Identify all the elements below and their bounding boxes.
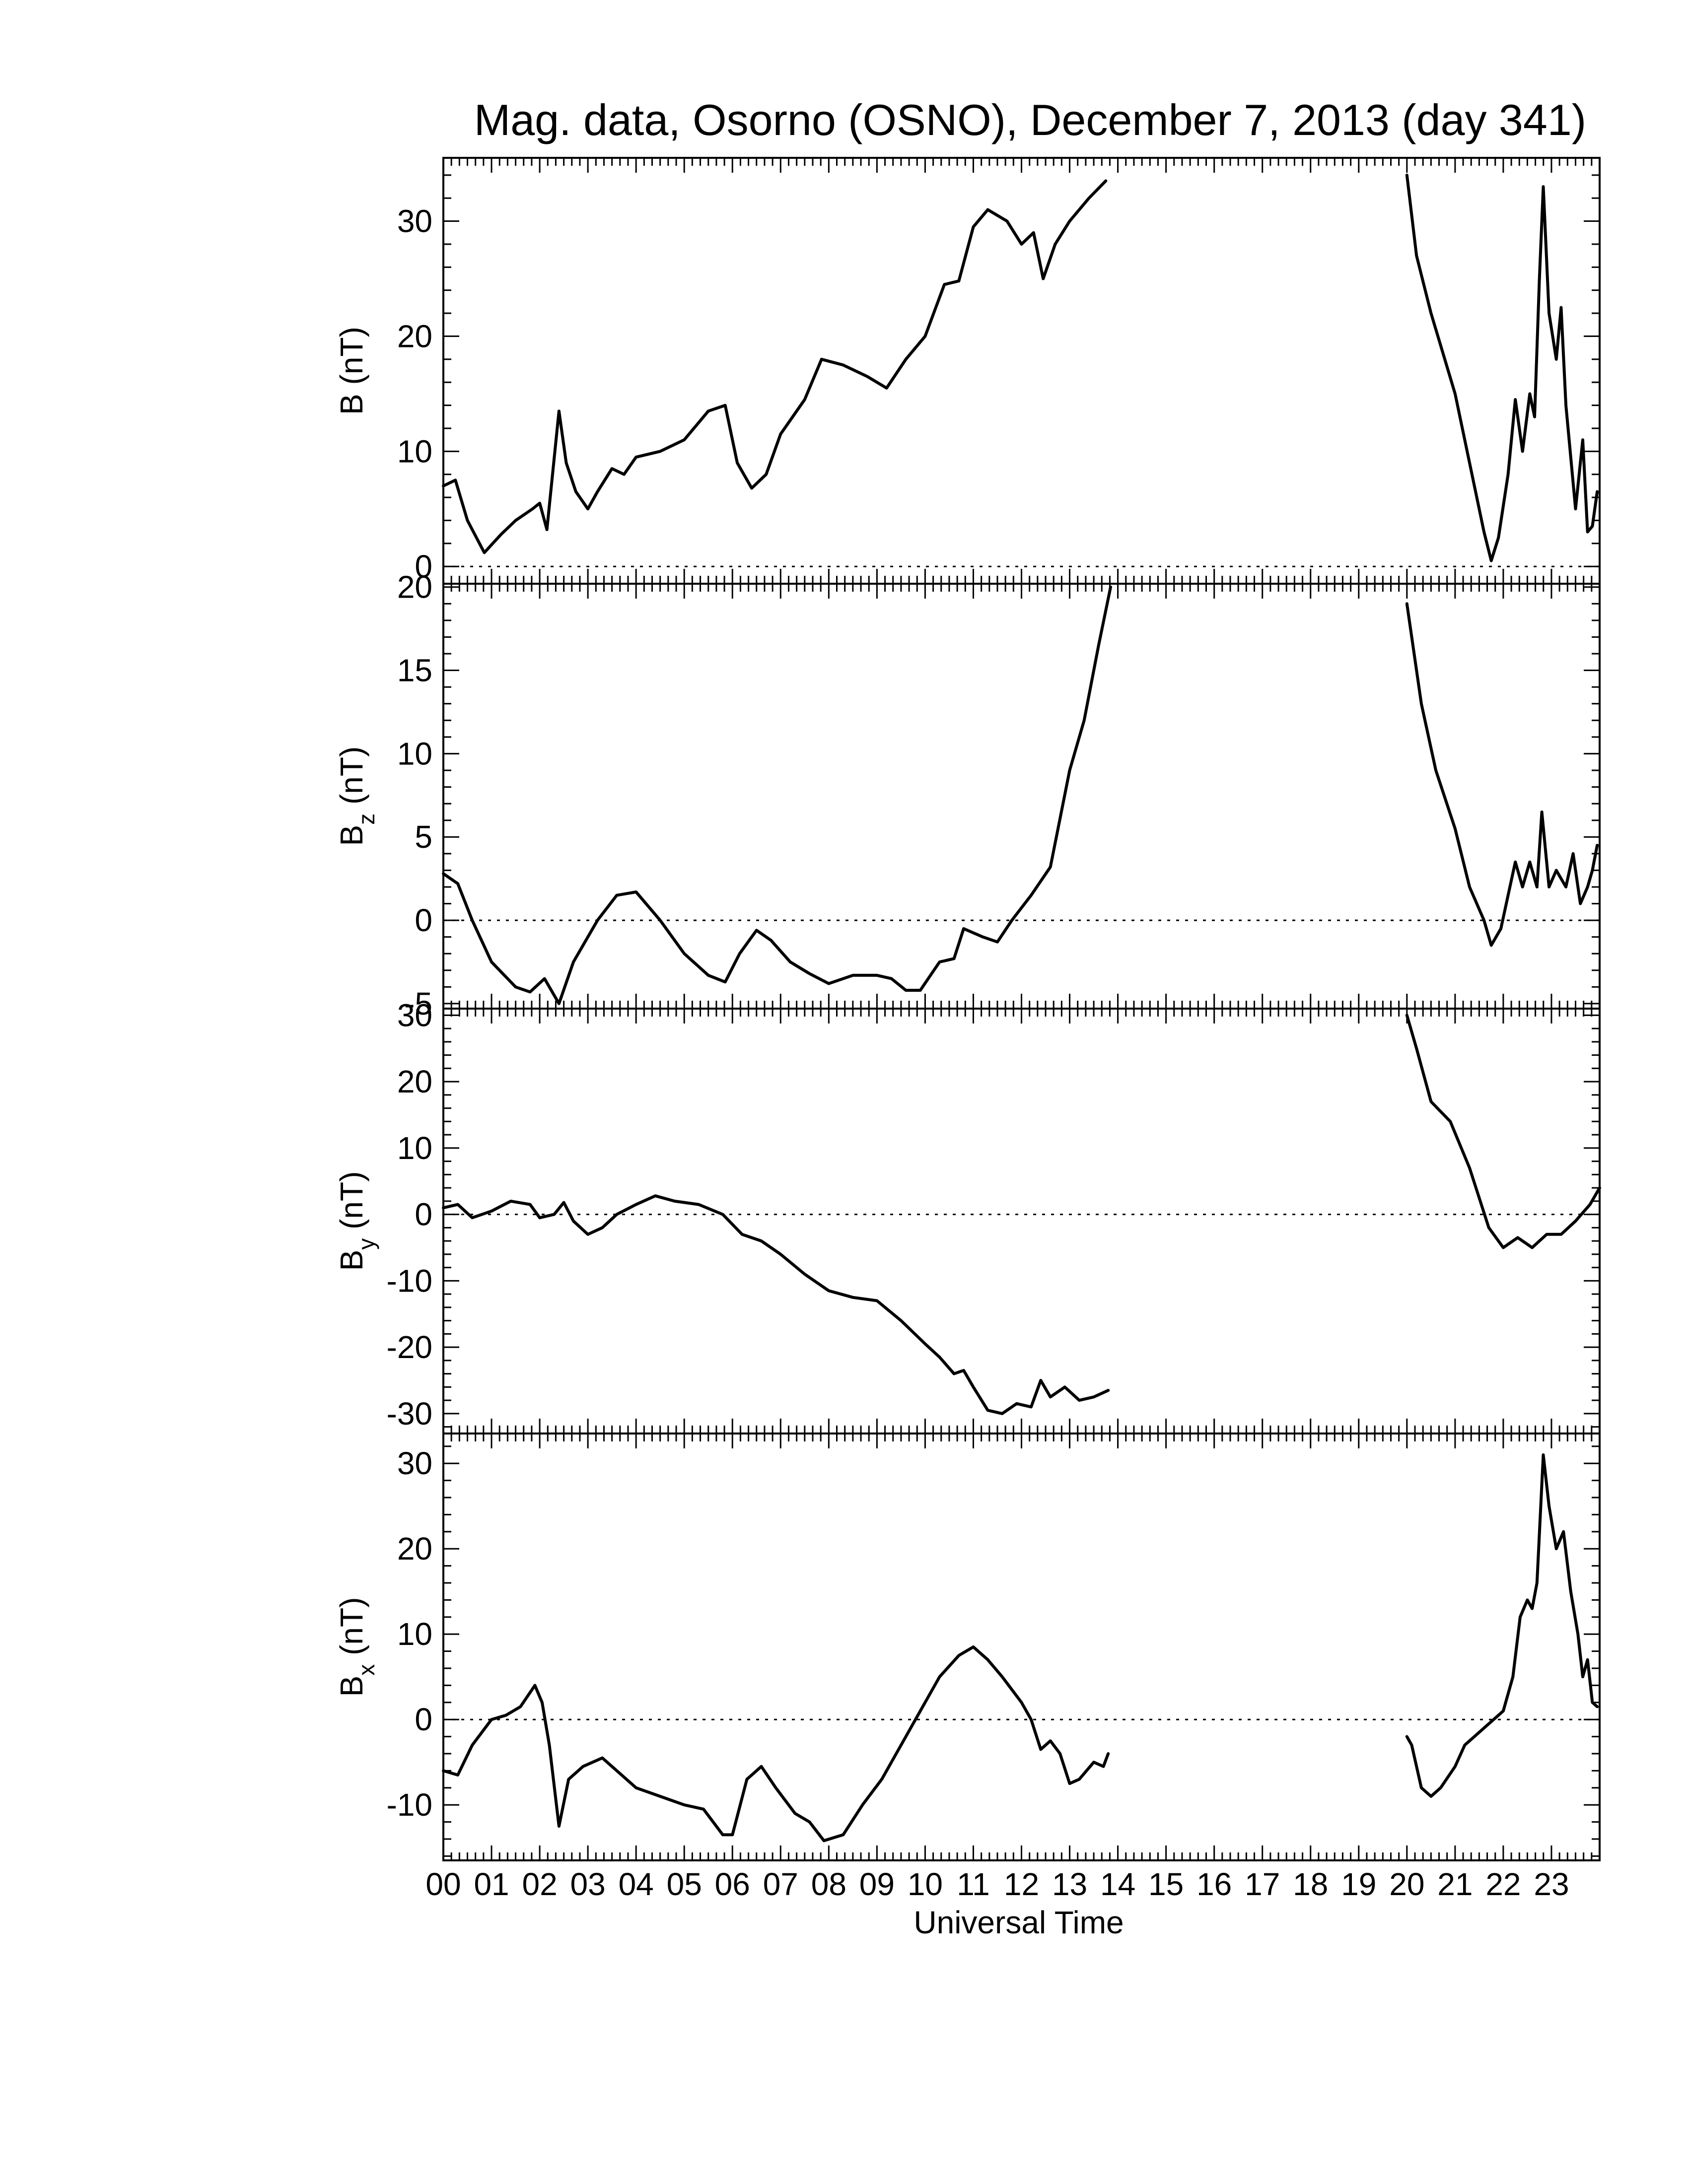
panel-By: -30 -20 -10 0 10 20 30 By (nT) — [334, 997, 1601, 1434]
x-tick-label: 23 — [1534, 1866, 1569, 1902]
series-line-B-segment-1 — [442, 179, 1108, 554]
x-tick-label: 09 — [859, 1866, 895, 1902]
x-tick-label: 10 — [908, 1866, 943, 1902]
x-tick-label: 13 — [1052, 1866, 1087, 1902]
panel-frame-By — [442, 1008, 1601, 1434]
x-axis-tick-labels: 00 01 02 03 04 05 06 07 08 09 10 11 12 13 14 15 16 17 18 19… — [425, 1866, 1569, 1902]
y-tick-label: 15 — [397, 653, 432, 688]
y-axis-label-Bx: Bx (nT) — [334, 1597, 379, 1697]
panel-frame-Bz — [442, 583, 1601, 1010]
y-axis-label-By: By (nT) — [334, 1171, 379, 1271]
x-tick-label: 01 — [474, 1866, 509, 1902]
y-tick-label: 0 — [415, 902, 432, 938]
series-line-By-segment-1 — [442, 1194, 1110, 1415]
y-tick-label: 30 — [397, 997, 432, 1033]
y-tick-label: 20 — [397, 1064, 432, 1099]
x-tick-label: 17 — [1245, 1866, 1280, 1902]
y-tick-label: 10 — [397, 736, 432, 771]
y-tick-label: 10 — [397, 433, 432, 469]
x-tick-label: 15 — [1148, 1866, 1184, 1902]
x-tick-label: 19 — [1341, 1866, 1376, 1902]
x-tick-label: 11 — [957, 1866, 989, 1902]
y-axis-label-Bz: Bz (nT) — [334, 747, 379, 846]
y-tick-label: 5 — [415, 819, 432, 855]
series-line-By-segment-2 — [1405, 1014, 1601, 1249]
panel-B: 0 10 20 30 B (nT) — [334, 157, 1601, 585]
x-tick-label: 00 — [425, 1866, 461, 1902]
y-tick-label: 0 — [415, 1702, 432, 1737]
y-axis-label-B: B (nT) — [334, 327, 369, 415]
x-tick-label: 14 — [1100, 1866, 1135, 1902]
panel-frame-B — [442, 157, 1601, 585]
y-tick-label: 30 — [397, 1445, 432, 1481]
y-tick-label: 20 — [397, 569, 432, 605]
y-tick-label: -30 — [387, 1396, 433, 1432]
y-tick-label: 30 — [397, 204, 432, 239]
x-tick-label: 04 — [619, 1866, 654, 1902]
series-line-B-segment-2 — [1405, 173, 1599, 562]
series-line-Bx-segment-1 — [442, 1645, 1110, 1843]
y-tick-label: 10 — [397, 1130, 432, 1166]
y-tick-label: 10 — [397, 1616, 432, 1652]
x-tick-label: 06 — [715, 1866, 750, 1902]
series-line-Bz-segment-2 — [1405, 602, 1599, 947]
x-tick-label: 20 — [1389, 1866, 1424, 1902]
series-line-Bx-segment-2 — [1405, 1453, 1599, 1798]
y-tick-label: 20 — [397, 1531, 432, 1567]
x-tick-label: 07 — [763, 1866, 798, 1902]
chart-title: Mag. data, Osorno (OSNO), December 7, 20… — [474, 95, 1586, 144]
panel-frame-Bx — [442, 1433, 1601, 1861]
x-tick-label: 16 — [1196, 1866, 1232, 1902]
x-tick-label: 18 — [1293, 1866, 1328, 1902]
x-tick-label: 02 — [522, 1866, 557, 1902]
series-line-Bz-segment-1 — [442, 585, 1112, 1005]
y-tick-label: -10 — [387, 1787, 433, 1823]
y-tick-label: -20 — [387, 1329, 433, 1365]
y-tick-label: 0 — [415, 1197, 432, 1232]
y-tick-label: -5 — [404, 986, 432, 1022]
x-tick-label: 12 — [1004, 1866, 1039, 1902]
y-tick-label: -10 — [387, 1263, 433, 1298]
x-tick-label: 21 — [1437, 1866, 1473, 1902]
y-tick-label: 0 — [415, 548, 432, 584]
panels-group: 0 10 20 30 B (nT) -5 0 5 10 15 20 Bz (nT) -30 -20 -10 0… — [334, 157, 1601, 1861]
x-axis-label: Universal Time — [914, 1905, 1124, 1940]
y-tick-label: 20 — [397, 318, 432, 354]
panel-Bx: -10 0 10 20 30 Bx (nT) — [334, 1433, 1601, 1861]
x-tick-label: 08 — [811, 1866, 846, 1902]
panel-Bz: -5 0 5 10 15 20 Bz (nT) — [334, 569, 1601, 1022]
x-tick-label: 22 — [1485, 1866, 1521, 1902]
x-tick-label: 05 — [667, 1866, 702, 1902]
x-tick-label: 03 — [570, 1866, 606, 1902]
